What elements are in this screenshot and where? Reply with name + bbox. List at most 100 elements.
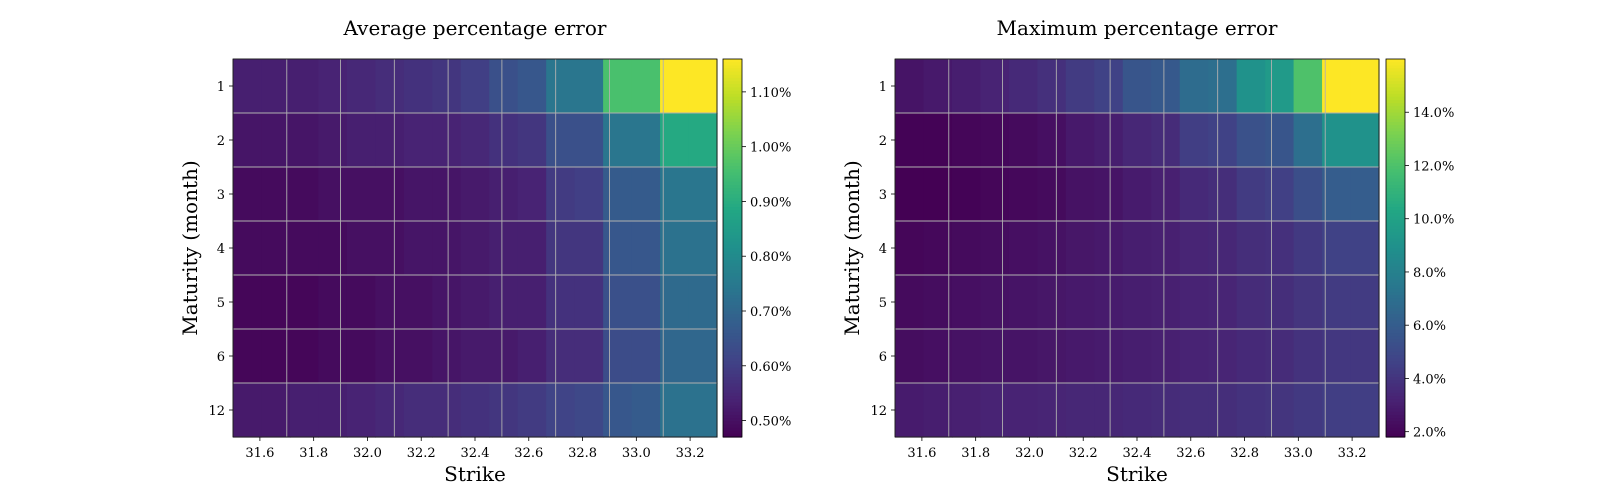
heatmap-cell [660,167,690,222]
chart-title: Maximum percentage error [997,16,1278,40]
colorbar-segment [1386,169,1405,173]
heatmap-cell [517,329,547,384]
colorbar-segment [723,106,742,110]
colorbar-segment [1386,304,1405,309]
heatmap-cell [1065,329,1095,384]
heatmap-cell [1293,329,1323,384]
heatmap-cell [895,59,925,114]
heatmap-cell [261,167,291,222]
x-tick-label: 32.4 [1123,446,1152,461]
colorbar-segment [723,219,742,224]
average-error-panel: 31.6 31.8 32.0 32.2 32.4 32.6 32.8 33.0 33.21234… [178,16,791,486]
heatmap-cell [1179,329,1209,384]
colorbar-segment [1386,77,1405,82]
colorbar-frame [1385,58,1406,438]
heatmap-cell [1293,221,1323,276]
colorbar-segment [1386,345,1405,350]
heatmap-cell [980,275,1010,330]
colorbar-segment [723,134,742,139]
y-tick-label: 6 [879,350,887,365]
colorbar-segment [723,62,742,66]
colorbar-segment [723,301,742,306]
heatmap-cell [688,329,718,384]
heatmap-cell [546,383,576,438]
colorbar-segment [1386,370,1405,375]
heatmap-cell [233,113,263,168]
colorbar-segment [1386,317,1405,322]
colorbar-segment [1386,367,1405,372]
heatmap-cell [517,113,547,168]
heatmap-cell [1094,113,1124,168]
colorbar-segment [1386,131,1405,136]
heatmap-cell [233,221,263,276]
colorbar-segment [723,185,742,189]
colorbar-segment [1386,301,1405,306]
colorbar-segment [1386,128,1405,133]
heatmap-cell [1151,167,1181,222]
heatmap-cell [1350,329,1380,384]
colorbar-segment [723,84,742,88]
heatmap-cell [1208,221,1238,276]
chart-title: Average percentage error [343,16,607,40]
heatmap-cell [261,59,291,114]
y-tick-label: 6 [217,350,225,365]
colorbar-segment [1386,59,1405,63]
colorbar-tick-label: 6.0% [1413,319,1446,334]
heatmap-cell [603,329,633,384]
x-tick-label: 32.8 [568,446,597,461]
colorbar-segment [1386,62,1405,66]
heatmap-cell [489,167,519,222]
colorbar-segment [723,339,742,344]
heatmap-cell [631,275,661,330]
heatmap-cell [233,383,263,438]
heatmap-cell [1208,275,1238,330]
heatmap-cell [261,383,291,438]
heatmap-cell [1151,113,1181,168]
colorbar-segment [723,257,742,262]
colorbar-segment [1386,285,1405,290]
heatmap-cell [574,275,604,330]
colorbar-segment [1386,115,1405,120]
heatmap-cell [631,113,661,168]
heatmap-cell [631,383,661,438]
colorbar-segment [723,311,742,315]
colorbar-tick-label: 0.60% [750,360,791,375]
colorbar-segment [723,427,742,432]
colorbar-segment [1386,276,1405,281]
heatmap-cell [688,113,718,168]
heatmap-cell [346,221,376,276]
colorbar-segment [1386,207,1405,211]
heatmap-cell [895,275,925,330]
colorbar-segment [723,156,742,161]
colorbar-segment [723,333,742,337]
y-tick-label: 3 [879,188,887,203]
colorbar-tick-label: 0.80% [750,250,791,265]
heatmap-cell [346,383,376,438]
heatmap-cell [1322,383,1352,438]
heatmap-cell [1179,221,1209,276]
heatmap-cell [318,221,348,276]
heatmap-cell [574,221,604,276]
heatmap-cell [1151,221,1181,276]
colorbar-segment [723,323,742,328]
heatmap-cell [546,329,576,384]
heatmap-cell [517,383,547,438]
colorbar-segment [1386,229,1405,233]
colorbar-segment [723,314,742,318]
colorbar-segment [723,285,742,290]
colorbar-segment [1386,320,1405,325]
heatmap-cell [1122,59,1152,114]
heatmap-cell [1350,383,1380,438]
heatmap-cell [289,59,320,114]
colorbar-segment [723,150,742,155]
x-tick-label: 32.0 [1015,446,1044,461]
heatmap-cell [489,275,519,330]
heatmap-cell [1350,113,1380,168]
colorbar-segment [723,118,742,123]
colorbar-segment [1386,213,1405,218]
colorbar-segment [1386,254,1405,259]
heatmap-cell [1293,59,1323,114]
colorbar-segment [723,351,742,356]
colorbar-segment [1386,140,1405,145]
colorbar-segment [1386,181,1405,186]
